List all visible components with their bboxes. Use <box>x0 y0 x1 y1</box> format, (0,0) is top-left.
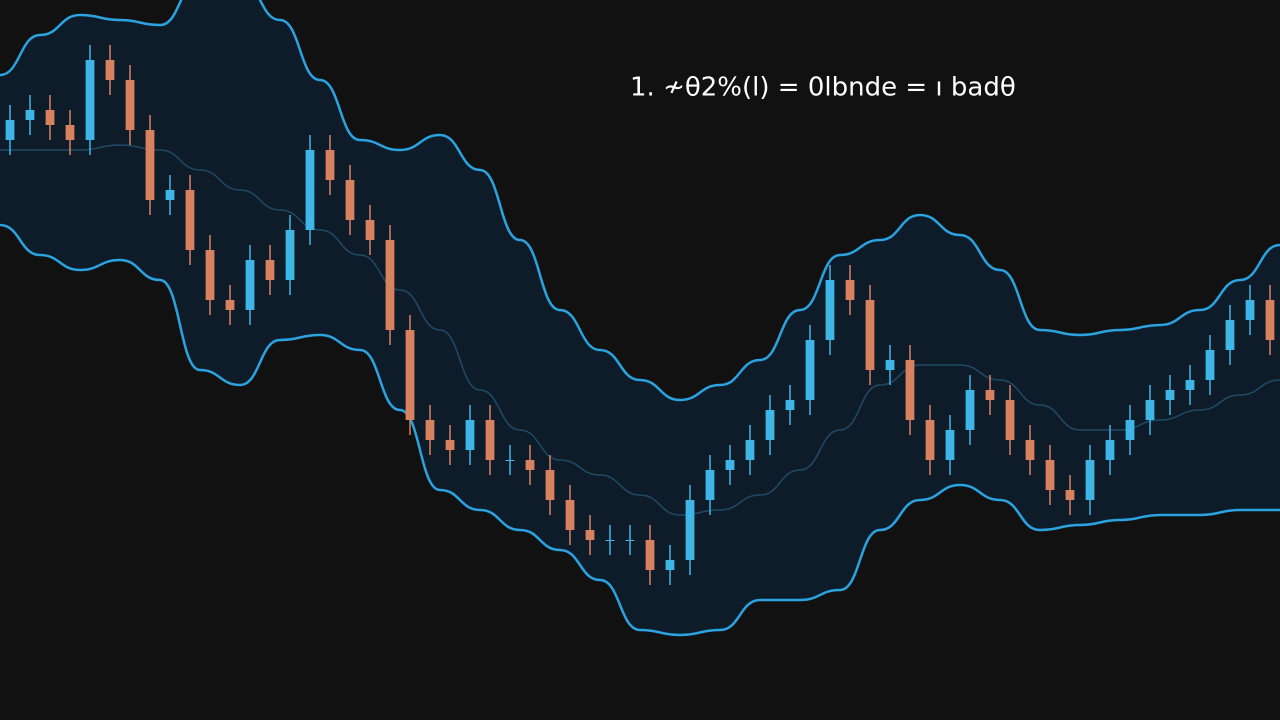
candle-body <box>885 360 895 370</box>
candle-body <box>985 390 995 400</box>
candle-body <box>185 190 195 250</box>
candle-body <box>1065 490 1075 500</box>
candle-body <box>85 60 95 140</box>
candle-body <box>1245 300 1255 320</box>
candle-body <box>485 420 495 460</box>
candle-body <box>165 190 175 200</box>
band-line <box>0 223 1280 637</box>
candle-body <box>105 60 115 80</box>
candle-body <box>345 180 355 220</box>
chart-title: 1. ≁θ2%(l) = 0lbnde = ı badθ <box>630 73 1016 103</box>
candle-body <box>325 150 335 180</box>
candle-body <box>1045 460 1055 490</box>
candle-body <box>305 150 315 230</box>
candle-body <box>5 120 15 140</box>
candle-body <box>1185 380 1195 390</box>
candle-body <box>1225 320 1235 350</box>
candle-body <box>845 280 855 300</box>
candle-body <box>1165 390 1175 400</box>
candle-body <box>65 125 75 140</box>
band-fill <box>0 0 1280 635</box>
candle-body <box>265 260 275 280</box>
candle-body <box>865 300 875 370</box>
candle-body <box>1085 460 1095 500</box>
candle-body <box>545 470 555 500</box>
candle-body <box>1145 400 1155 420</box>
candle-body <box>465 420 475 450</box>
candle-body <box>1265 300 1275 340</box>
candle-body <box>1005 400 1015 440</box>
candle-body <box>745 440 755 460</box>
candle-body <box>445 440 455 450</box>
candle-body <box>945 430 955 460</box>
candle-body <box>705 470 715 500</box>
candle-body <box>425 420 435 440</box>
candle-body <box>1025 440 1035 460</box>
candle-body <box>725 460 735 470</box>
candle-body <box>825 280 835 340</box>
candle-body <box>1125 420 1135 440</box>
candle-body <box>665 560 675 570</box>
candle-body <box>45 110 55 125</box>
candle-body <box>205 250 215 300</box>
candles <box>5 45 1275 585</box>
band-line <box>0 144 1280 516</box>
candle-body <box>225 300 235 310</box>
candle-body <box>1105 440 1115 460</box>
candle-body <box>405 330 415 420</box>
candle-body <box>25 110 35 120</box>
candle-body <box>525 460 535 470</box>
candle-body <box>765 410 775 440</box>
band-line <box>0 0 1280 402</box>
candle-body <box>505 460 515 461</box>
candle-body <box>145 130 155 200</box>
candle-body <box>565 500 575 530</box>
candle-body <box>685 500 695 560</box>
candle-body <box>605 540 615 541</box>
candle-body <box>785 400 795 410</box>
candle-body <box>365 220 375 240</box>
candle-body <box>245 260 255 310</box>
candle-body <box>385 240 395 330</box>
candle-body <box>925 420 935 460</box>
candle-body <box>905 360 915 420</box>
candle-body <box>965 390 975 430</box>
candle-body <box>1205 350 1215 380</box>
candle-body <box>625 540 635 541</box>
candle-body <box>585 530 595 540</box>
candle-body <box>125 80 135 130</box>
candle-body <box>285 230 295 280</box>
bands <box>0 0 1280 637</box>
candle-body <box>805 340 815 400</box>
candle-body <box>645 540 655 570</box>
